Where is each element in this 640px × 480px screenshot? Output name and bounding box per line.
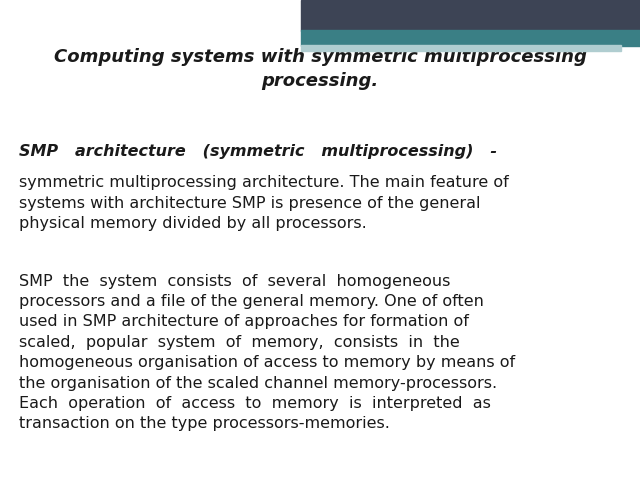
Text: SMP  the  system  consists  of  several  homogeneous
processors and a file of th: SMP the system consists of several homog… (19, 274, 515, 432)
Text: SMP   architecture   (symmetric   multiprocessing)   -: SMP architecture (symmetric multiprocess… (19, 144, 497, 159)
Text: symmetric multiprocessing architecture. The main feature of
systems with archite: symmetric multiprocessing architecture. … (19, 175, 509, 231)
Text: Computing systems with symmetric multiprocessing
processing.: Computing systems with symmetric multipr… (54, 48, 586, 90)
